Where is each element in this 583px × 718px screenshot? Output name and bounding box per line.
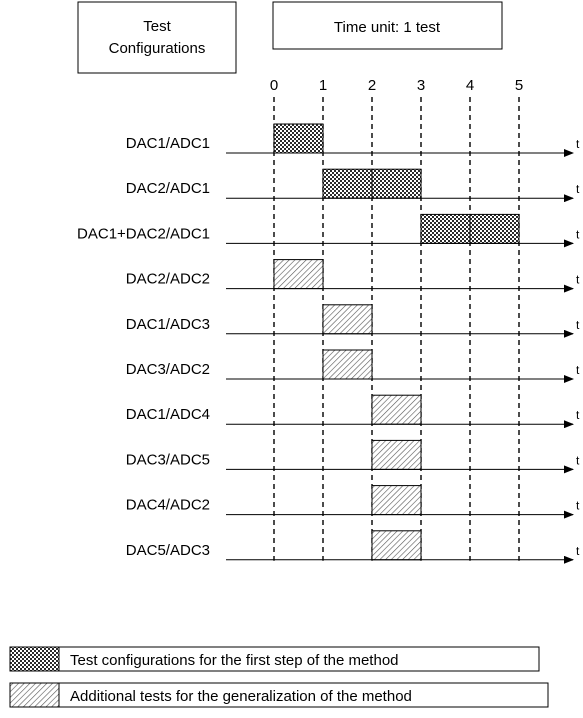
test-block-additional	[371, 485, 422, 516]
timeline-row: DAC2/ADC2 t	[126, 259, 580, 293]
test-block-additional	[273, 259, 324, 290]
time-unit-header: Time unit: 1 test	[272, 1, 503, 50]
time-axis-label: t	[576, 137, 580, 151]
row-label: DAC1/ADC1	[126, 135, 210, 152]
tick-label-2: 2	[368, 77, 376, 94]
legend-swatch-additional	[9, 682, 60, 708]
row-label: DAC3/ADC2	[126, 361, 210, 378]
test-block-first-step	[322, 168, 373, 199]
timeline-row: DAC3/ADC2 t	[126, 349, 580, 383]
legend-item-additional: Additional tests for the generalization …	[9, 682, 549, 708]
test-block-first-step	[371, 168, 422, 199]
timeline-row: DAC5/ADC3 t	[126, 530, 580, 564]
time-axis-label: t	[576, 544, 580, 558]
time-axis-label: t	[576, 273, 580, 287]
tick-label-1: 1	[319, 77, 327, 94]
test-block-additional	[371, 530, 422, 561]
configurations-header: Test Configurations	[77, 1, 237, 74]
configurations-header-line1: Test	[143, 18, 171, 35]
test-block-additional	[322, 349, 373, 380]
timeline-row: DAC1/ADC1 t	[126, 123, 580, 157]
row-label: DAC3/ADC5	[126, 451, 210, 468]
time-axis-label: t	[576, 408, 580, 422]
row-label: DAC5/ADC3	[126, 542, 210, 559]
timeline-row: DAC1/ADC3 t	[126, 304, 580, 338]
legend-swatch-first-step	[9, 646, 60, 672]
test-block-first-step	[469, 213, 520, 244]
timeline-row: DAC1+DAC2/ADC1 t	[77, 213, 580, 248]
timeline-row: DAC3/ADC5 t	[126, 439, 580, 474]
legend-item-first-step: Test configurations for the first step o…	[9, 646, 540, 672]
legend: Test configurations for the first step o…	[9, 646, 549, 708]
test-block-first-step	[420, 213, 471, 244]
row-label: DAC1/ADC3	[126, 316, 210, 333]
row-label: DAC4/ADC2	[126, 497, 210, 514]
time-axis-label: t	[576, 453, 580, 467]
timeline-row: DAC4/ADC2 t	[126, 485, 580, 519]
tick-label-5: 5	[515, 77, 523, 94]
test-block-additional	[371, 439, 422, 470]
tick-label-0: 0	[270, 77, 278, 94]
timeline-row: DAC2/ADC1 t	[126, 168, 580, 203]
tick-label-3: 3	[417, 77, 425, 94]
time-axis-label: t	[576, 499, 580, 513]
test-block-first-step	[273, 123, 324, 154]
timeline-row: DAC1/ADC4 t	[126, 394, 580, 429]
time-axis-label: t	[576, 363, 580, 377]
time-unit-label: Time unit: 1 test	[334, 19, 441, 36]
timeline-grid: 0 1 2 3 4 5	[270, 77, 523, 561]
time-axis-label: t	[576, 318, 580, 332]
tick-label-4: 4	[466, 77, 474, 94]
time-axis-label: t	[576, 227, 580, 241]
legend-label-additional: Additional tests for the generalization …	[70, 688, 412, 705]
row-label: DAC2/ADC2	[126, 271, 210, 288]
row-label: DAC1+DAC2/ADC1	[77, 225, 210, 242]
legend-label-first-step: Test configurations for the first step o…	[70, 652, 399, 669]
row-label: DAC2/ADC1	[126, 180, 210, 197]
configurations-header-line2: Configurations	[109, 40, 206, 57]
time-axis-label: t	[576, 182, 580, 196]
test-block-additional	[322, 304, 373, 335]
test-block-additional	[371, 394, 422, 425]
row-label: DAC1/ADC4	[126, 406, 210, 423]
